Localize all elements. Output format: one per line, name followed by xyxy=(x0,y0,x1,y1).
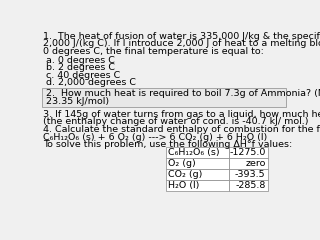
Text: O₂ (g): O₂ (g) xyxy=(168,159,196,168)
Text: zero: zero xyxy=(245,159,266,168)
Text: (the enthalpy change of water of cond. is -40.7 kJ/ mol.): (the enthalpy change of water of cond. i… xyxy=(43,117,308,126)
FancyBboxPatch shape xyxy=(165,147,229,158)
FancyBboxPatch shape xyxy=(229,180,268,191)
Text: b. 2 degrees C: b. 2 degrees C xyxy=(46,63,115,72)
Text: 23.35 kJ/mol): 23.35 kJ/mol) xyxy=(46,96,109,106)
Text: C₆H₁₂O₆ (s) + 6 O₂ (g) ---> 6 CO₂ (g) + 6 H₂O (l): C₆H₁₂O₆ (s) + 6 O₂ (g) ---> 6 CO₂ (g) + … xyxy=(43,133,267,142)
Text: 0 degrees C, the final temperature is equal to:: 0 degrees C, the final temperature is eq… xyxy=(43,47,264,55)
Text: a. 0 degrees C: a. 0 degrees C xyxy=(46,56,115,65)
FancyBboxPatch shape xyxy=(229,169,268,180)
Text: c. 40 degrees C: c. 40 degrees C xyxy=(46,71,120,80)
FancyBboxPatch shape xyxy=(229,158,268,169)
Text: H₂O (l): H₂O (l) xyxy=(168,181,199,190)
Text: -285.8: -285.8 xyxy=(235,181,266,190)
FancyBboxPatch shape xyxy=(42,88,286,107)
FancyBboxPatch shape xyxy=(165,180,229,191)
Text: -1275.0: -1275.0 xyxy=(229,148,266,157)
Text: CO₂ (g): CO₂ (g) xyxy=(168,170,202,179)
Text: To solve this problem, use the following ΔH°f values:: To solve this problem, use the following… xyxy=(43,140,292,149)
FancyBboxPatch shape xyxy=(165,158,229,169)
Text: 3. If 145g of water turns from gas to a liquid, how much heat is released?: 3. If 145g of water turns from gas to a … xyxy=(43,110,320,119)
Text: 4. Calculate the standard enthalpy of combustion for the following reaction:: 4. Calculate the standard enthalpy of co… xyxy=(43,126,320,134)
Text: 1.  The heat of fusion of water is 335,000 J/kg & the specific heat capacity of : 1. The heat of fusion of water is 335,00… xyxy=(43,32,320,41)
Text: 2.  How much heat is required to boil 7.3g of Ammonia? (NH₃)    (ΔHvap =: 2. How much heat is required to boil 7.3… xyxy=(46,89,320,98)
Text: 2,000 J/(kg C). If I introduce 2,000 J of heat to a melting block of ice with ma: 2,000 J/(kg C). If I introduce 2,000 J o… xyxy=(43,39,320,48)
Text: d. 2,000 degrees C: d. 2,000 degrees C xyxy=(46,78,136,87)
Text: C₆H₁₂O₆ (s): C₆H₁₂O₆ (s) xyxy=(168,148,220,157)
FancyBboxPatch shape xyxy=(229,147,268,158)
FancyBboxPatch shape xyxy=(165,169,229,180)
Text: -393.5: -393.5 xyxy=(235,170,266,179)
